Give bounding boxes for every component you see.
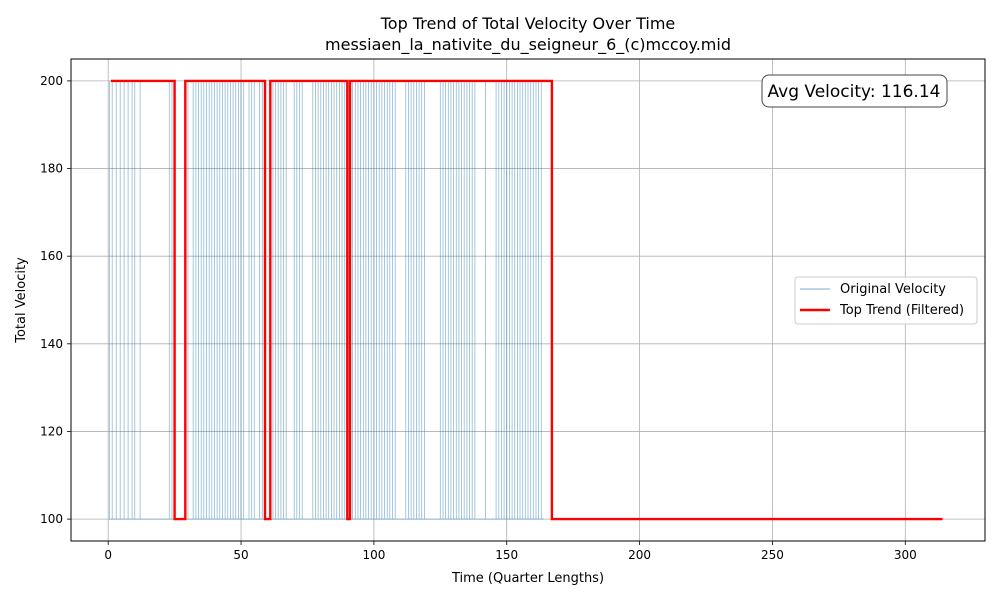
x-tick-label: 0 (104, 548, 112, 562)
legend: Original Velocity Top Trend (Filtered) (794, 276, 978, 325)
y-tick-label: 100 (40, 512, 63, 526)
y-tick-label: 200 (40, 74, 63, 88)
legend-label-trend: Top Trend (Filtered) (839, 303, 964, 318)
y-axis-label: Total Velocity (14, 257, 29, 344)
chart-title: Top Trend of Total Velocity Over Time (380, 14, 676, 33)
series-top-trend (110, 79, 943, 521)
x-tick-label: 250 (761, 548, 784, 562)
chart-subtitle: messiaen_la_nativite_du_seigneur_6_(c)mc… (325, 35, 731, 55)
y-tick-label: 140 (40, 337, 63, 351)
legend-label-original: Original Velocity (840, 282, 946, 297)
x-tick-label: 150 (495, 548, 518, 562)
x-tick-label: 200 (628, 548, 651, 562)
top-trend-line (110, 79, 943, 521)
x-tick-label: 50 (233, 548, 248, 562)
legend-frame (794, 276, 978, 325)
original-velocity-line (109, 80, 544, 520)
y-tick-label: 120 (40, 424, 63, 438)
y-tick-label: 180 (40, 162, 63, 176)
y-tick-label: 160 (40, 249, 63, 263)
series-original-velocity (109, 80, 544, 520)
axis-ticks: 0 50 100 150 200 250 300 100 120 140 160 180 200 (40, 74, 917, 562)
avg-velocity-annotation: Avg Velocity: 116.14 (761, 74, 948, 108)
x-axis-label: Time (Quarter Lengths) (451, 571, 604, 586)
plot-frame (70, 58, 986, 542)
x-tick-label: 100 (362, 548, 385, 562)
x-tick-label: 300 (894, 548, 917, 562)
annotation-text: Avg Velocity: 116.14 (768, 82, 941, 102)
annotation-box-frame (761, 74, 948, 108)
